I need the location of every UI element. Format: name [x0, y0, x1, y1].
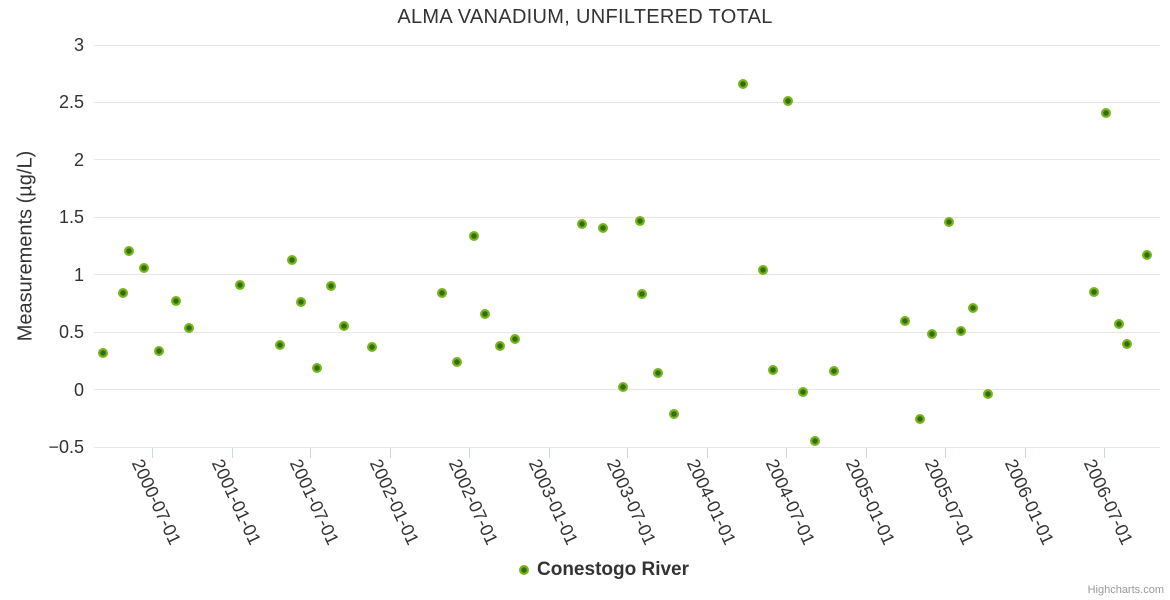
data-point[interactable] [617, 382, 628, 393]
x-axis-tick-label: 2000-07-01 [127, 456, 185, 548]
x-axis-tick [786, 448, 788, 458]
y-axis-tick-label: −0.5 [48, 437, 84, 457]
gridline-y-3 [94, 44, 1160, 46]
data-point[interactable] [183, 322, 194, 333]
data-point[interactable] [829, 366, 840, 377]
x-axis-tick [310, 448, 312, 458]
data-point[interactable] [468, 230, 479, 241]
data-point[interactable] [138, 262, 149, 273]
highcharts-credit-link[interactable]: Highcharts.com [1087, 584, 1164, 596]
x-axis-tick [627, 448, 629, 458]
data-point[interactable] [576, 219, 587, 230]
data-point[interactable] [634, 215, 645, 226]
chart-title: ALMA VANADIUM, UNFILTERED TOTAL [397, 6, 773, 28]
data-point[interactable] [967, 303, 978, 314]
data-point[interactable] [810, 436, 821, 447]
data-point[interactable] [1113, 319, 1124, 330]
plot-area [94, 44, 1160, 458]
x-axis-tick-label: 2004-01-01 [683, 456, 741, 548]
x-axis-tick-label: 2003-01-01 [524, 456, 582, 548]
gridline-y-0.5 [94, 331, 1160, 333]
x-axis-tick [390, 448, 392, 458]
data-point[interactable] [339, 321, 350, 332]
gridline-y-1.5 [94, 216, 1160, 218]
data-point[interactable] [926, 329, 937, 340]
x-axis-tick-label: 2006-07-01 [1079, 456, 1137, 548]
legend-marker-icon [519, 565, 529, 575]
data-point[interactable] [1141, 250, 1152, 261]
y-axis-title: Measurements (µg/L) [14, 150, 37, 342]
data-point[interactable] [899, 315, 910, 326]
data-point[interactable] [452, 357, 463, 367]
data-point[interactable] [782, 96, 793, 107]
legend-item-conestogo-river[interactable]: Conestogo River [519, 559, 689, 581]
data-point[interactable] [597, 222, 608, 233]
data-point[interactable] [117, 288, 128, 299]
y-axis-tick-label: 1.5 [58, 207, 84, 228]
gridline-y--0.5 [94, 446, 1160, 448]
data-point[interactable] [768, 365, 779, 376]
data-point[interactable] [510, 334, 521, 345]
data-point[interactable] [798, 386, 809, 397]
y-axis-tick-label: 0.5 [58, 322, 84, 343]
x-axis-tick-label: 2006-01-01 [1000, 456, 1058, 548]
y-axis-tick-label: 2.5 [58, 92, 84, 113]
data-point[interactable] [737, 79, 748, 90]
data-point[interactable] [171, 296, 182, 307]
data-point[interactable] [982, 389, 993, 400]
legend-series-label: Conestogo River [537, 559, 690, 580]
data-point[interactable] [367, 342, 378, 353]
x-axis-tick [1024, 448, 1026, 458]
x-axis-tick-label: 2002-01-01 [366, 456, 424, 548]
data-point[interactable] [153, 345, 164, 356]
data-point[interactable] [757, 265, 768, 276]
y-axis-tick-label: 1 [73, 264, 84, 285]
data-point[interactable] [295, 297, 306, 308]
x-axis-tick-label: 2005-07-01 [920, 456, 978, 548]
data-point[interactable] [669, 408, 680, 419]
data-point[interactable] [437, 288, 448, 299]
y-axis-tick-label: 3 [73, 35, 84, 55]
data-point[interactable] [652, 368, 663, 379]
x-axis-tick [468, 448, 470, 458]
x-axis-tick [151, 448, 153, 458]
x-axis-tick [548, 448, 550, 458]
x-axis-line [94, 447, 1160, 448]
x-axis-tick-label: 2005-01-01 [842, 456, 900, 548]
y-axis-tick-label: 0 [73, 379, 84, 400]
gridline-y-2 [94, 159, 1160, 161]
data-point[interactable] [943, 216, 954, 227]
x-axis-tick-label: 2003-07-01 [603, 456, 661, 548]
x-axis-tick [944, 448, 946, 458]
data-point[interactable] [637, 289, 648, 300]
data-point[interactable] [312, 362, 323, 373]
data-point[interactable] [1101, 107, 1112, 118]
gridline-y-1 [94, 274, 1160, 276]
data-point[interactable] [234, 280, 245, 291]
x-axis-tick [866, 448, 868, 458]
data-point[interactable] [914, 414, 925, 425]
x-axis-tick-label: 2001-01-01 [207, 456, 265, 548]
y-axis-tick-label: 2 [73, 149, 84, 170]
x-axis-tick-label: 2004-07-01 [762, 456, 820, 548]
data-point[interactable] [1089, 286, 1100, 297]
data-point[interactable] [325, 281, 336, 292]
x-axis-tick-label: 2002-07-01 [444, 456, 502, 548]
gridline-y-2.5 [94, 101, 1160, 103]
data-point[interactable] [124, 245, 135, 256]
x-axis-tick-label: 2001-07-01 [286, 456, 344, 548]
data-point[interactable] [956, 325, 967, 336]
x-axis-tick [707, 448, 709, 458]
data-point[interactable] [1121, 338, 1132, 349]
x-axis-tick [231, 448, 233, 458]
data-point[interactable] [98, 347, 109, 358]
data-point[interactable] [494, 340, 505, 351]
data-point[interactable] [479, 308, 490, 319]
data-point[interactable] [286, 254, 297, 265]
x-axis-tick [1103, 448, 1105, 458]
data-point[interactable] [274, 339, 285, 350]
